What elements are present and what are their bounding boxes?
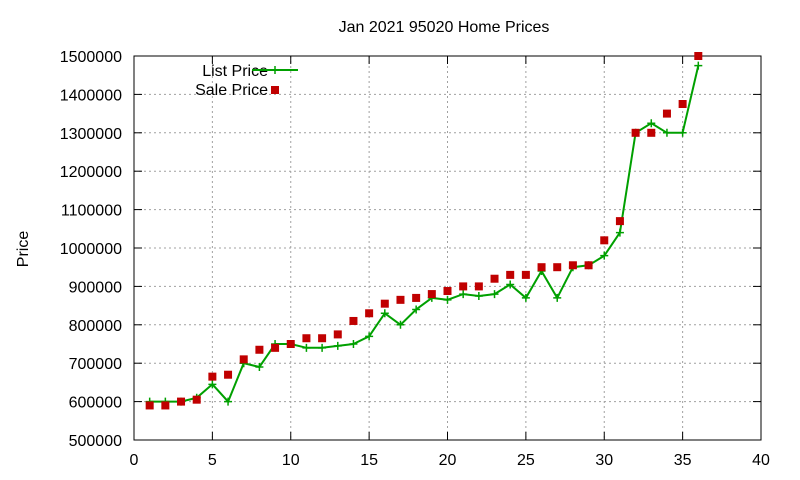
x-tick-label: 20 [439,452,457,469]
list-price-point [255,363,264,372]
sale-price-point [459,282,468,291]
x-tick-label: 30 [595,452,613,469]
x-tick-label: 40 [752,452,770,469]
sale-price-point [286,340,295,348]
sale-price-point [396,295,405,304]
sale-price-point [427,290,436,299]
y-tick-label: 500000 [69,433,122,450]
sale-price-point [615,217,624,226]
sale-price-point [412,293,421,302]
sale-price-point [208,372,217,381]
legend-label-sale-price: Sale Price [195,82,268,99]
list-price-point [600,251,609,260]
list-price-point [302,343,311,352]
list-price-point [521,293,530,302]
y-tick-label: 1300000 [60,126,122,143]
sale-price-point [333,330,342,339]
list-price-point [365,332,374,341]
sale-price-point [271,343,280,352]
list-price-point [318,343,327,352]
sale-price-point [568,261,577,270]
sale-price-point [365,309,374,318]
list-price-point [396,320,405,329]
sale-price-point [318,334,327,343]
list-price-point [333,341,342,350]
list-price-point [553,293,562,302]
list-price-point [678,128,687,137]
sale-price-point [380,299,389,308]
y-tick-label: 1200000 [60,164,122,181]
sale-price-point [647,128,656,137]
list-price-point [349,340,358,348]
sale-price-point [239,355,248,364]
list-price-point [412,305,421,314]
y-tick-label: 900000 [69,279,122,296]
sale-price-point [678,100,687,108]
sale-price-point [443,287,452,296]
y-tick-label: 1400000 [60,87,122,104]
sale-price-point [694,52,703,60]
list-price-point [506,280,515,289]
list-price-point [490,290,499,299]
sale-price-point [349,316,358,325]
legend-label-list-price: List Price [202,63,268,80]
sale-price-point [490,274,499,283]
sale-price-point [521,270,530,279]
x-tick-label: 10 [282,452,300,469]
x-tick-label: 0 [130,452,139,469]
list-price-point [380,309,389,318]
legend-marker-sale-price [271,86,279,94]
sale-price-point [161,401,170,410]
sale-price-point [584,261,593,270]
legend: List Price Sale Price [195,63,298,99]
x-tick-label: 25 [517,452,535,469]
list-price-point [615,228,624,237]
sale-price-point [177,397,186,406]
sale-price-point [600,236,609,245]
y-axis-label: Price [15,231,32,268]
list-price-point [224,397,233,406]
y-tick-label: 800000 [69,318,122,335]
series-layer [145,52,703,410]
list-price-point [443,295,452,304]
x-tick-label: 35 [674,452,692,469]
sale-price-point [662,109,671,118]
y-tick-label: 700000 [69,356,122,373]
list-price-point [474,292,483,300]
y-tick-label: 1000000 [60,241,122,258]
sale-price-point [145,401,154,410]
sale-price-point [474,282,483,291]
sale-price-point [506,270,515,279]
x-tick-label: 15 [360,452,378,469]
list-price-line [149,65,700,404]
list-price-point [662,128,671,137]
axis-ticks: 500000 600000 700000 800000 900000 1000000 110… [60,49,770,469]
list-price-point [647,119,656,128]
list-price-point [208,380,217,389]
list-price-point [459,290,468,299]
list-price-point [694,61,703,70]
y-tick-label: 1500000 [60,49,122,66]
sale-price-point [631,128,640,137]
y-tick-label: 1100000 [61,203,122,220]
sale-price-point [302,334,311,343]
legend-marker-list-price [271,66,279,74]
sale-price-point [255,345,264,354]
grid [134,56,761,440]
sale-price-point [537,263,546,272]
x-tick-label: 5 [208,452,217,469]
sale-price-point [224,370,233,379]
sale-price-point [192,395,201,404]
chart-title: Jan 2021 95020 Home Prices [339,19,550,36]
sale-price-point [553,263,562,272]
y-tick-label: 600000 [69,395,122,412]
